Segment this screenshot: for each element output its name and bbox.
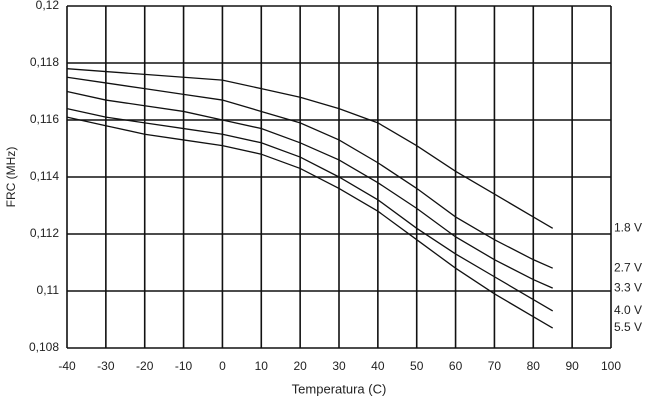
- x-tick-label: 30: [332, 359, 346, 373]
- x-tick-label: -20: [136, 359, 154, 373]
- legend-label: 2.7 V: [614, 260, 642, 274]
- y-axis-label: FRC (MHz): [4, 147, 18, 208]
- legend-label: 5.5 V: [614, 320, 642, 334]
- x-tick-label: 100: [601, 359, 621, 373]
- legend-label: 3.3 V: [614, 280, 642, 294]
- series-line: [66, 107, 554, 312]
- y-tick-label: 0,11: [37, 283, 60, 297]
- y-tick-label: 0,12: [36, 0, 60, 12]
- x-tick-label: -40: [58, 359, 76, 373]
- series-line: [66, 90, 553, 289]
- x-tick-label: 50: [410, 359, 424, 373]
- x-tick-label: 60: [449, 359, 463, 373]
- x-tick-label: 40: [371, 359, 385, 373]
- x-tick-label: 10: [255, 359, 269, 373]
- x-tick-label: 20: [293, 359, 307, 373]
- x-tick-label: -10: [175, 359, 193, 373]
- legend-label: 4.0 V: [614, 303, 642, 317]
- series-line: [66, 76, 553, 269]
- y-tick-label: 0,114: [30, 169, 59, 183]
- series-line: [66, 68, 554, 229]
- x-tick-label: 70: [488, 359, 502, 373]
- x-axis-label: Temperatura (C): [292, 381, 387, 396]
- y-tick-label: 0,116: [30, 112, 59, 126]
- x-tick-label: -30: [97, 359, 115, 373]
- y-tick-label: 0,118: [30, 55, 59, 69]
- legend-label: 1.8 V: [614, 220, 642, 234]
- y-tick-label: 0,112: [30, 226, 59, 240]
- x-tick-label: 80: [527, 359, 541, 373]
- y-tick-label: 0,108: [29, 340, 59, 354]
- x-tick-label: 0: [219, 359, 226, 373]
- x-tick-label: 90: [565, 359, 579, 373]
- series-line: [66, 116, 554, 329]
